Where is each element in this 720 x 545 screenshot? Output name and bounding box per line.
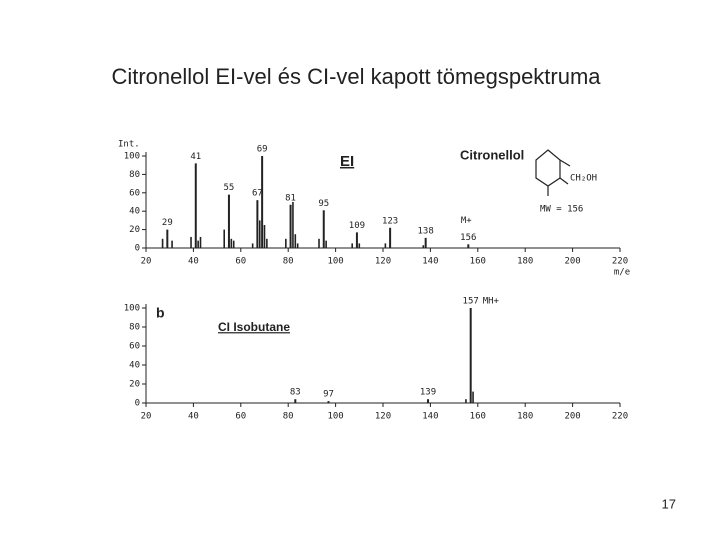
- x-tick-label: 220: [612, 257, 628, 267]
- x-tick-label: 180: [517, 257, 533, 267]
- x-tick-label: 100: [327, 412, 343, 422]
- peak-label: 157: [463, 297, 479, 307]
- peak-label: 97: [323, 390, 334, 400]
- y-tick-label: 40: [129, 207, 140, 217]
- page-number: 17: [662, 496, 676, 511]
- y-tick-label: 60: [129, 342, 140, 352]
- peak-label: 81: [285, 193, 296, 203]
- x-tick-label: 120: [375, 412, 391, 422]
- x-tick-label: 100: [327, 257, 343, 267]
- peak-label: 69: [257, 145, 268, 155]
- method-label: CI Isobutane: [218, 320, 290, 334]
- y-tick-label: 100: [124, 304, 140, 314]
- peak-label: 138: [418, 226, 434, 236]
- y-tick-label: 80: [129, 323, 140, 333]
- peak-label: 67: [252, 189, 263, 199]
- x-tick-label: 140: [422, 257, 438, 267]
- x-tick-label: 220: [612, 412, 628, 422]
- x-tick-label: 40: [188, 257, 199, 267]
- x-tick-label: 20: [141, 257, 152, 267]
- x-tick-label: 80: [283, 257, 294, 267]
- x-tick-label: 160: [470, 257, 486, 267]
- peak-label: 95: [318, 199, 329, 209]
- panel-label: b: [156, 305, 165, 321]
- slide-title: Citronellol EI-vel és CI-vel kapott töme…: [111, 64, 601, 89]
- peak-label: 29: [162, 218, 173, 228]
- peak-label: 123: [382, 216, 398, 226]
- y-tick-label: 100: [124, 152, 140, 162]
- y-tick-label: 20: [129, 225, 140, 235]
- peak-label: 41: [190, 152, 201, 162]
- y-tick-label: 0: [135, 399, 140, 409]
- x-tick-label: 200: [564, 412, 580, 422]
- method-label: EI: [340, 153, 354, 170]
- x-tick-label: 120: [375, 257, 391, 267]
- x-axis-label: m/e: [614, 268, 630, 278]
- peak-label: 83: [290, 388, 301, 398]
- y-tick-label: 40: [129, 361, 140, 371]
- peak-label: 109: [349, 221, 365, 231]
- x-tick-label: 80: [283, 412, 294, 422]
- y-tick-label: 20: [129, 380, 140, 390]
- peak-label: 156: [460, 233, 476, 243]
- x-tick-label: 200: [564, 257, 580, 267]
- y-tick-label: 0: [135, 244, 140, 254]
- compound-label: Citronellol: [460, 147, 524, 162]
- mw-label: MW = 156: [540, 205, 583, 215]
- x-tick-label: 40: [188, 412, 199, 422]
- x-tick-label: 60: [235, 412, 246, 422]
- y-tick-label: 80: [129, 170, 140, 180]
- x-tick-label: 60: [235, 257, 246, 267]
- y-axis-label: Int.: [118, 140, 140, 150]
- y-tick-label: 60: [129, 188, 140, 198]
- ion-label: MH+: [483, 297, 500, 307]
- ion-label: M+: [461, 216, 472, 226]
- x-tick-label: 180: [517, 412, 533, 422]
- x-tick-label: 140: [422, 412, 438, 422]
- peak-label: 139: [420, 388, 436, 398]
- structure-label: CH₂OH: [570, 174, 597, 184]
- x-tick-label: 20: [141, 412, 152, 422]
- x-tick-label: 160: [470, 412, 486, 422]
- peak-label: 55: [224, 183, 235, 193]
- structure-sketch: [535, 149, 571, 196]
